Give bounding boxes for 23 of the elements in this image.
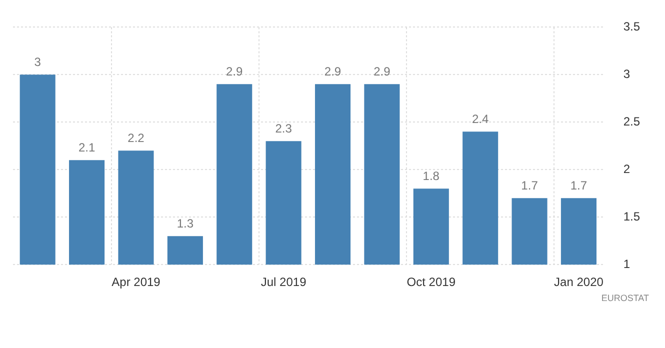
y-tick-label: 1.5 xyxy=(623,209,640,224)
data-label: 2.9 xyxy=(324,64,342,78)
data-label: 3 xyxy=(34,54,42,69)
data-label: 1.7 xyxy=(570,178,588,192)
data-label: 2.9 xyxy=(374,64,391,78)
y-tick-label: 2 xyxy=(623,162,630,176)
data-label: 2.3 xyxy=(275,121,292,136)
data-label: 1.7 xyxy=(521,178,538,192)
x-tick-label: Oct 2019 xyxy=(406,275,456,290)
y-tick-label: 3.5 xyxy=(623,20,640,34)
data-label: 1.8 xyxy=(422,168,440,183)
data-label: 2.1 xyxy=(78,140,96,154)
data-label: 2.4 xyxy=(472,112,489,126)
data-label: 1.3 xyxy=(176,216,194,230)
text: EUROSTAT xyxy=(600,293,650,303)
data-label: 2.9 xyxy=(226,64,244,78)
y-tick-label: 3 xyxy=(623,66,630,81)
x-tick-label: Jul 2019 xyxy=(260,275,307,290)
data-label: 2.2 xyxy=(128,130,145,145)
x-tick-label: Jan 2020 xyxy=(554,275,604,290)
x-tick-label: Apr 2019 xyxy=(112,275,161,290)
y-tick-label: 2.5 xyxy=(623,114,640,128)
y-tick-label: 1 xyxy=(623,256,630,271)
